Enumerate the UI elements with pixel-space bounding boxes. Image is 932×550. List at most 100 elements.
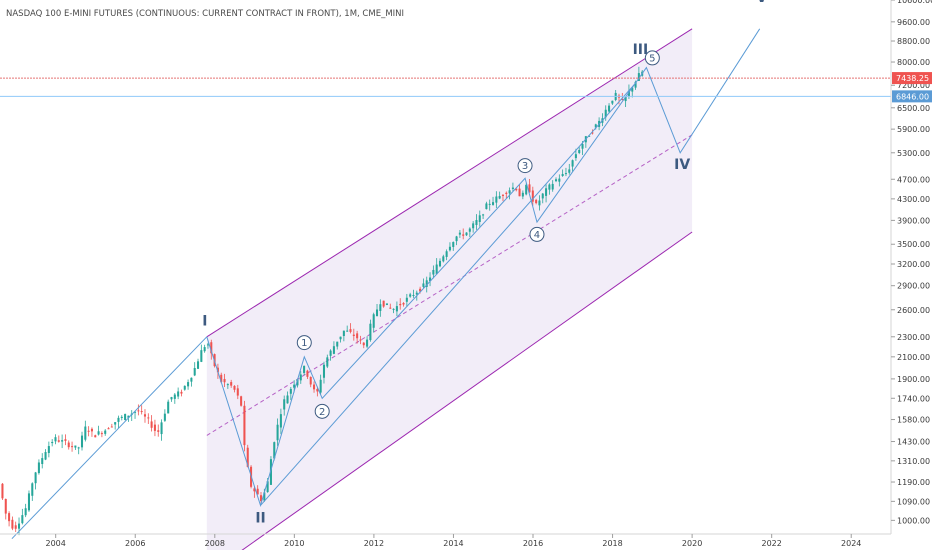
candle-body [554,179,558,182]
candle-body [134,411,137,413]
candle-body [263,492,266,501]
candle [240,395,243,407]
candle [352,328,355,341]
candle [548,183,551,195]
wave-label-circle [644,50,660,66]
candle [445,249,448,261]
candle [167,399,170,414]
candle-body [233,385,236,390]
candle [160,419,163,441]
candle-body [395,306,398,312]
candle-body [246,447,249,467]
x-tick-label: 2024 [841,539,861,548]
candle-body [379,304,382,311]
price-tags-layer: 7438.25 6846.00 [892,72,932,103]
candle [223,373,226,388]
candle-body [296,379,299,386]
candle-body [34,472,37,484]
wave-label-text: 3 [522,161,528,172]
channel-lower-line [241,231,693,550]
candle-body [561,174,564,176]
candle [303,365,306,376]
candle-body [465,232,468,236]
candle [57,435,60,443]
candle-body [531,190,534,202]
candle [163,409,166,422]
candle [153,419,156,437]
candle-body [452,242,455,247]
candle [196,358,200,370]
candle-body [448,246,451,251]
candle-body [230,382,233,386]
y-tick-label: 10600.00 [897,0,932,5]
candle-body [266,481,269,493]
candle [375,304,379,317]
candle-body [558,178,561,182]
candle-body [269,459,272,485]
candle-body [594,124,597,128]
candle [259,492,263,504]
candle [137,404,140,416]
candle-body [402,302,405,305]
wave-lines-layer [11,28,761,540]
candle-body [375,309,379,317]
candle [342,330,345,342]
candle-body [415,292,418,295]
candle [236,384,239,400]
candle-body [90,428,93,432]
candle-body [253,488,256,492]
candle-body [31,483,34,496]
candle-body [187,382,190,387]
candle-body [226,384,229,386]
wave-label-major: II [255,511,265,527]
candle-body [382,300,385,307]
candle [24,503,27,518]
candle [369,319,372,342]
candle-body [551,183,554,190]
candle [124,413,127,421]
candle-body [313,384,316,390]
candle-body [124,414,127,420]
candle [117,415,120,429]
candle [110,423,113,428]
time-axis[interactable]: 2004 2006 2008 2010 2012 2014 2016 2018 2020 2022… [46,534,862,548]
y-tick-label: 1310.00 [897,457,930,466]
price-tag-label: 7438.25 [896,74,929,83]
candle [366,336,369,349]
candle [21,508,24,525]
candle [120,415,123,421]
candle-body [170,397,173,400]
x-tick-label: 2006 [125,539,145,548]
candle [27,490,30,512]
candle [190,377,193,387]
candle [34,471,37,490]
candle [455,235,458,246]
candle-body [37,462,40,474]
candle [87,426,90,437]
price-tag-box [892,72,932,85]
candle-body [581,144,584,149]
x-tick-label: 2014 [443,539,463,548]
candle-body [488,203,491,205]
price-axis[interactable]: 1000.00 1090.00 1190.00 1310.00 1430.00 1580.… [891,0,932,525]
candle [422,278,425,289]
candle-body [293,384,296,388]
candle [558,174,561,187]
candle [74,445,77,450]
candle [51,439,54,447]
candle-body [608,105,611,112]
candle [203,344,206,353]
candle [41,453,44,469]
candle [395,301,398,316]
candle-body [47,446,50,454]
candle-body [256,488,259,495]
candle [230,379,233,388]
candle-body [634,81,637,88]
candle [170,396,173,402]
candle [100,431,103,438]
candle-body [405,297,408,302]
candle [492,196,495,206]
candle-body [67,442,70,448]
y-tick-label: 1740.00 [897,394,930,403]
